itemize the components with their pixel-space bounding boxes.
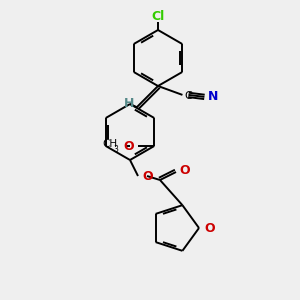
Text: CH: CH [103, 139, 118, 149]
Text: O: O [179, 164, 190, 176]
Text: O: O [204, 221, 214, 235]
Text: H: H [124, 97, 134, 110]
Text: Cl: Cl [152, 10, 165, 22]
Text: O: O [142, 169, 153, 182]
Text: C: C [184, 91, 192, 101]
Text: O: O [124, 140, 134, 152]
Text: 3: 3 [114, 145, 119, 154]
Text: N: N [207, 90, 218, 104]
